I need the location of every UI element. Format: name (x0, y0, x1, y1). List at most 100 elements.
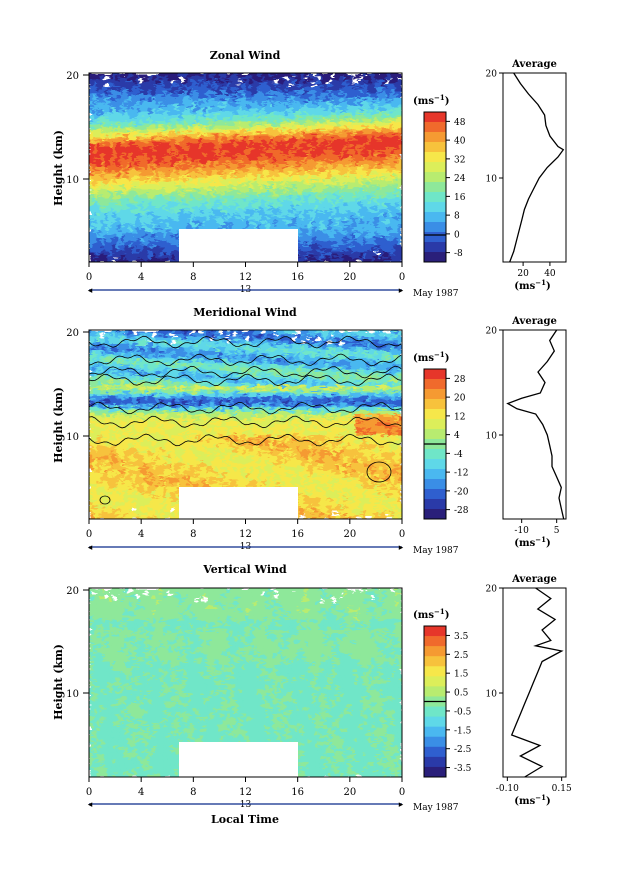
x-tick-label: 4 (138, 272, 144, 283)
colorbar-tick-label: -28 (454, 506, 469, 516)
colorbar-swatch (424, 726, 446, 738)
colorbar-tick-label: -8 (454, 249, 463, 259)
colorbar-swatch (424, 509, 446, 520)
x-tick-label: 16 (291, 787, 304, 798)
colorbar-swatch (424, 666, 446, 677)
colorbar-swatch (424, 222, 446, 233)
average-y-tick-label: 10 (486, 690, 498, 700)
heatmap-meridional (88, 329, 403, 520)
colorbar-swatch (424, 746, 446, 758)
colorbar-swatch (424, 232, 446, 243)
colorbar-swatch (424, 132, 446, 143)
x-tick-label: 0 (399, 529, 405, 540)
date-label: May 1987 (413, 803, 459, 813)
colorbar-swatch (424, 656, 446, 667)
x-tick-label: 0 (86, 787, 92, 798)
heatmap-zonal (88, 72, 403, 263)
average-y-tick-label: 10 (486, 432, 498, 442)
colorbar-swatch (424, 252, 446, 263)
colorbar-swatch (424, 716, 446, 728)
colorbar-tick-label: -2.5 (454, 745, 472, 755)
colorbar-swatch (424, 469, 446, 480)
x-tick-label: 20 (343, 787, 356, 798)
colorbar-unit: (ms−1) (413, 93, 449, 107)
colorbar-swatch (424, 676, 446, 687)
contour-line (89, 401, 402, 415)
x-tick-label: 0 (399, 272, 405, 283)
colorbar-tick-label: 40 (454, 137, 466, 147)
x-tick-label: 16 (291, 529, 304, 540)
colorbar-tick-label: -4 (454, 450, 463, 460)
colorbar-tick-label: 32 (454, 155, 465, 165)
date-bar: ◂ ▸ May 1987 (88, 543, 459, 556)
average-x-tick-label: -10 (514, 526, 529, 536)
colorbar-swatch (424, 399, 446, 410)
colorbar-swatch (424, 756, 446, 768)
x-tick-label: 8 (190, 272, 196, 283)
colorbar-tick-label: 8 (454, 212, 460, 222)
colorbar: 28 20 12 4 -4 -12 -20 -28 (ms−1) (413, 350, 469, 520)
x-tick-label: 20 (343, 529, 356, 540)
colorbar-swatch (424, 429, 446, 440)
data-gap (179, 229, 298, 262)
colorbar-swatch (424, 242, 446, 253)
colorbar-swatch (424, 142, 446, 153)
colorbar-swatch (424, 459, 446, 470)
colorbar-swatch (424, 706, 446, 718)
average-x-label: (ms−1) (514, 278, 550, 292)
colorbar-tick-label: 16 (454, 193, 466, 203)
colorbar-swatch (424, 626, 446, 637)
average-y-tick-label: 20 (486, 70, 498, 80)
x-tick-label: 0 (399, 787, 405, 798)
colorbar-unit: (ms−1) (413, 607, 449, 621)
date-marker: 13 (240, 800, 252, 810)
colorbar: 48 40 32 24 16 8 0 -8 (ms−1) (413, 93, 466, 263)
colorbar-swatch (424, 419, 446, 430)
x-tick-label: 4 (138, 529, 144, 540)
y-tick-label: 20 (66, 328, 79, 339)
date-label: May 1987 (413, 289, 459, 299)
average-x-tick-label: 0.15 (552, 784, 572, 794)
panel-meridional-wind: Meridional Wind 20 10 Height (km) 0 4 8 12 1… (52, 306, 567, 556)
x-axis-label: Local Time (211, 813, 279, 826)
colorbar-unit: (ms−1) (413, 350, 449, 364)
colorbar-tick-label: 28 (454, 375, 466, 385)
panel-title: Vertical Wind (202, 563, 287, 576)
colorbar-tick-label: 24 (454, 174, 466, 184)
colorbar-tick-label: -1.5 (454, 726, 472, 736)
colorbar-tick-label: 20 (454, 394, 466, 404)
average-profile-line (509, 72, 565, 263)
x-tick-label: 16 (291, 272, 304, 283)
colorbar-swatch (424, 766, 446, 778)
x-tick-label: 0 (86, 272, 92, 283)
colorbar-swatch (424, 636, 446, 647)
colorbar-swatch (424, 172, 446, 183)
colorbar-tick-label: 1.5 (454, 670, 469, 680)
colorbar-swatch (424, 212, 446, 223)
y-axis-label: Height (km) (52, 644, 65, 720)
svg-text:◂: ◂ (88, 286, 93, 296)
colorbar-swatch (424, 646, 446, 657)
colorbar-swatch (424, 182, 446, 193)
colorbar-swatch (424, 112, 446, 123)
contour-line (99, 495, 111, 505)
average-x-label: (ms−1) (514, 793, 550, 807)
y-axis: 20 10 Height (km) (52, 586, 89, 720)
colorbar-tick-label: -12 (454, 469, 469, 479)
colorbar-swatch (424, 489, 446, 500)
panel-title: Meridional Wind (193, 306, 297, 319)
y-tick-label: 10 (66, 432, 79, 443)
contour-line (366, 461, 392, 483)
colorbar-swatch (424, 202, 446, 213)
colorbar-tick-label: 48 (454, 118, 466, 128)
colorbar-tick-label: 12 (454, 412, 465, 422)
colorbar-swatch (424, 479, 446, 490)
y-tick-label: 10 (66, 175, 79, 186)
y-axis: 20 10 Height (km) (52, 71, 89, 206)
y-axis: 20 10 Height (km) (52, 328, 89, 463)
x-tick-label: 12 (239, 272, 252, 283)
colorbar-swatch (424, 449, 446, 460)
x-tick-label: 0 (86, 529, 92, 540)
colorbar-tick-label: 3.5 (454, 632, 469, 642)
contour-line (89, 365, 402, 379)
